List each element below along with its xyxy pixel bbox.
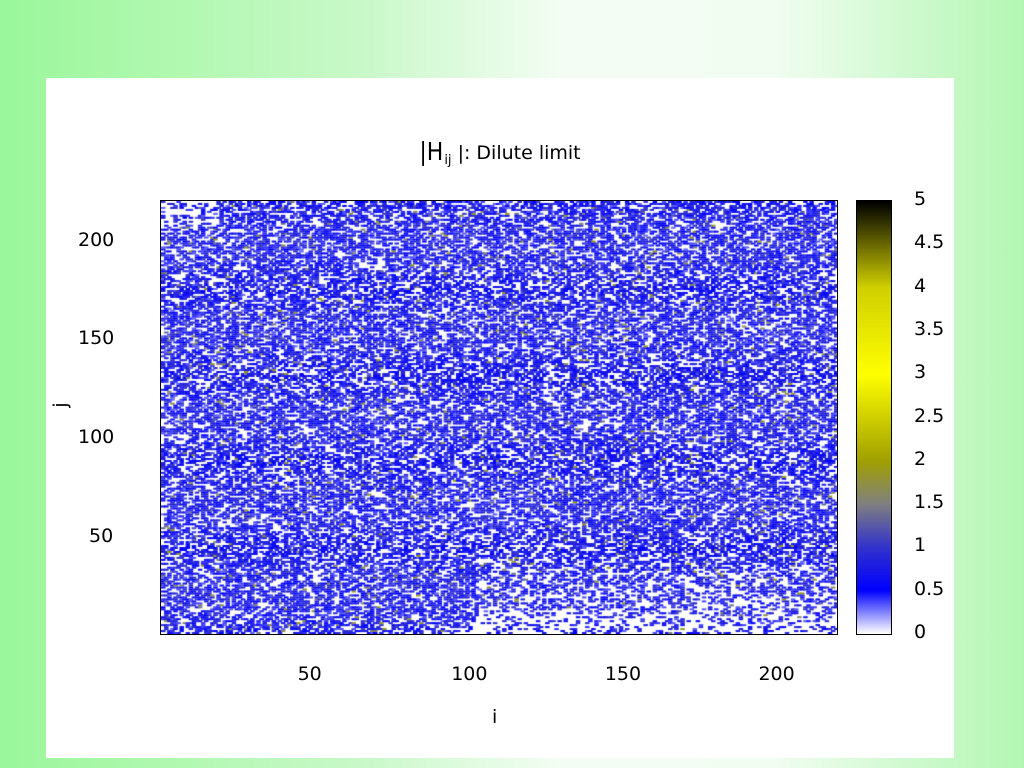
colorbar-tick-label: 1.5	[914, 491, 945, 514]
title-suffix: |: Dilute limit	[451, 142, 581, 164]
x-tick-label: 100	[451, 663, 488, 685]
colorbar-tick-label: 3	[914, 361, 927, 384]
y-tick-label: 150	[78, 327, 115, 350]
colorbar-tick-label: 4	[914, 274, 927, 297]
colorbar-tick-label: 4.5	[914, 231, 945, 254]
colorbar-tick-label: 5	[914, 188, 927, 210]
chart-title: |Hij |: Dilute limit	[46, 138, 954, 168]
x-tick-label: 200	[758, 663, 795, 685]
colorbar-tick-label: 0	[914, 621, 927, 643]
colorbar-tick-label: 3.5	[914, 317, 945, 340]
figure-panel: |Hij |: Dilute limit 200 150 100 50 50 100 15…	[46, 78, 954, 758]
y-axis-label: j	[49, 402, 72, 408]
x-tick-label: 150	[604, 663, 642, 685]
colorbar-gradient	[857, 201, 891, 634]
colorbar-tick-label: 2.5	[914, 404, 945, 427]
y-tick-label: 200	[78, 228, 115, 251]
y-tick-label: 100	[78, 426, 115, 449]
x-axis-label: i	[492, 706, 498, 728]
colorbar-tick-label: 2	[914, 447, 927, 470]
colorbar-tick-label: 0.5	[914, 577, 945, 600]
colorbar	[856, 200, 892, 635]
heatmap-canvas	[161, 201, 837, 634]
x-tick-label: 50	[297, 663, 322, 685]
colorbar-tick-label: 1	[914, 534, 927, 557]
title-subscript: ij	[444, 153, 452, 168]
y-tick-label: 50	[89, 525, 114, 548]
plot-area	[160, 200, 838, 635]
title-prefix: |H	[419, 138, 444, 167]
